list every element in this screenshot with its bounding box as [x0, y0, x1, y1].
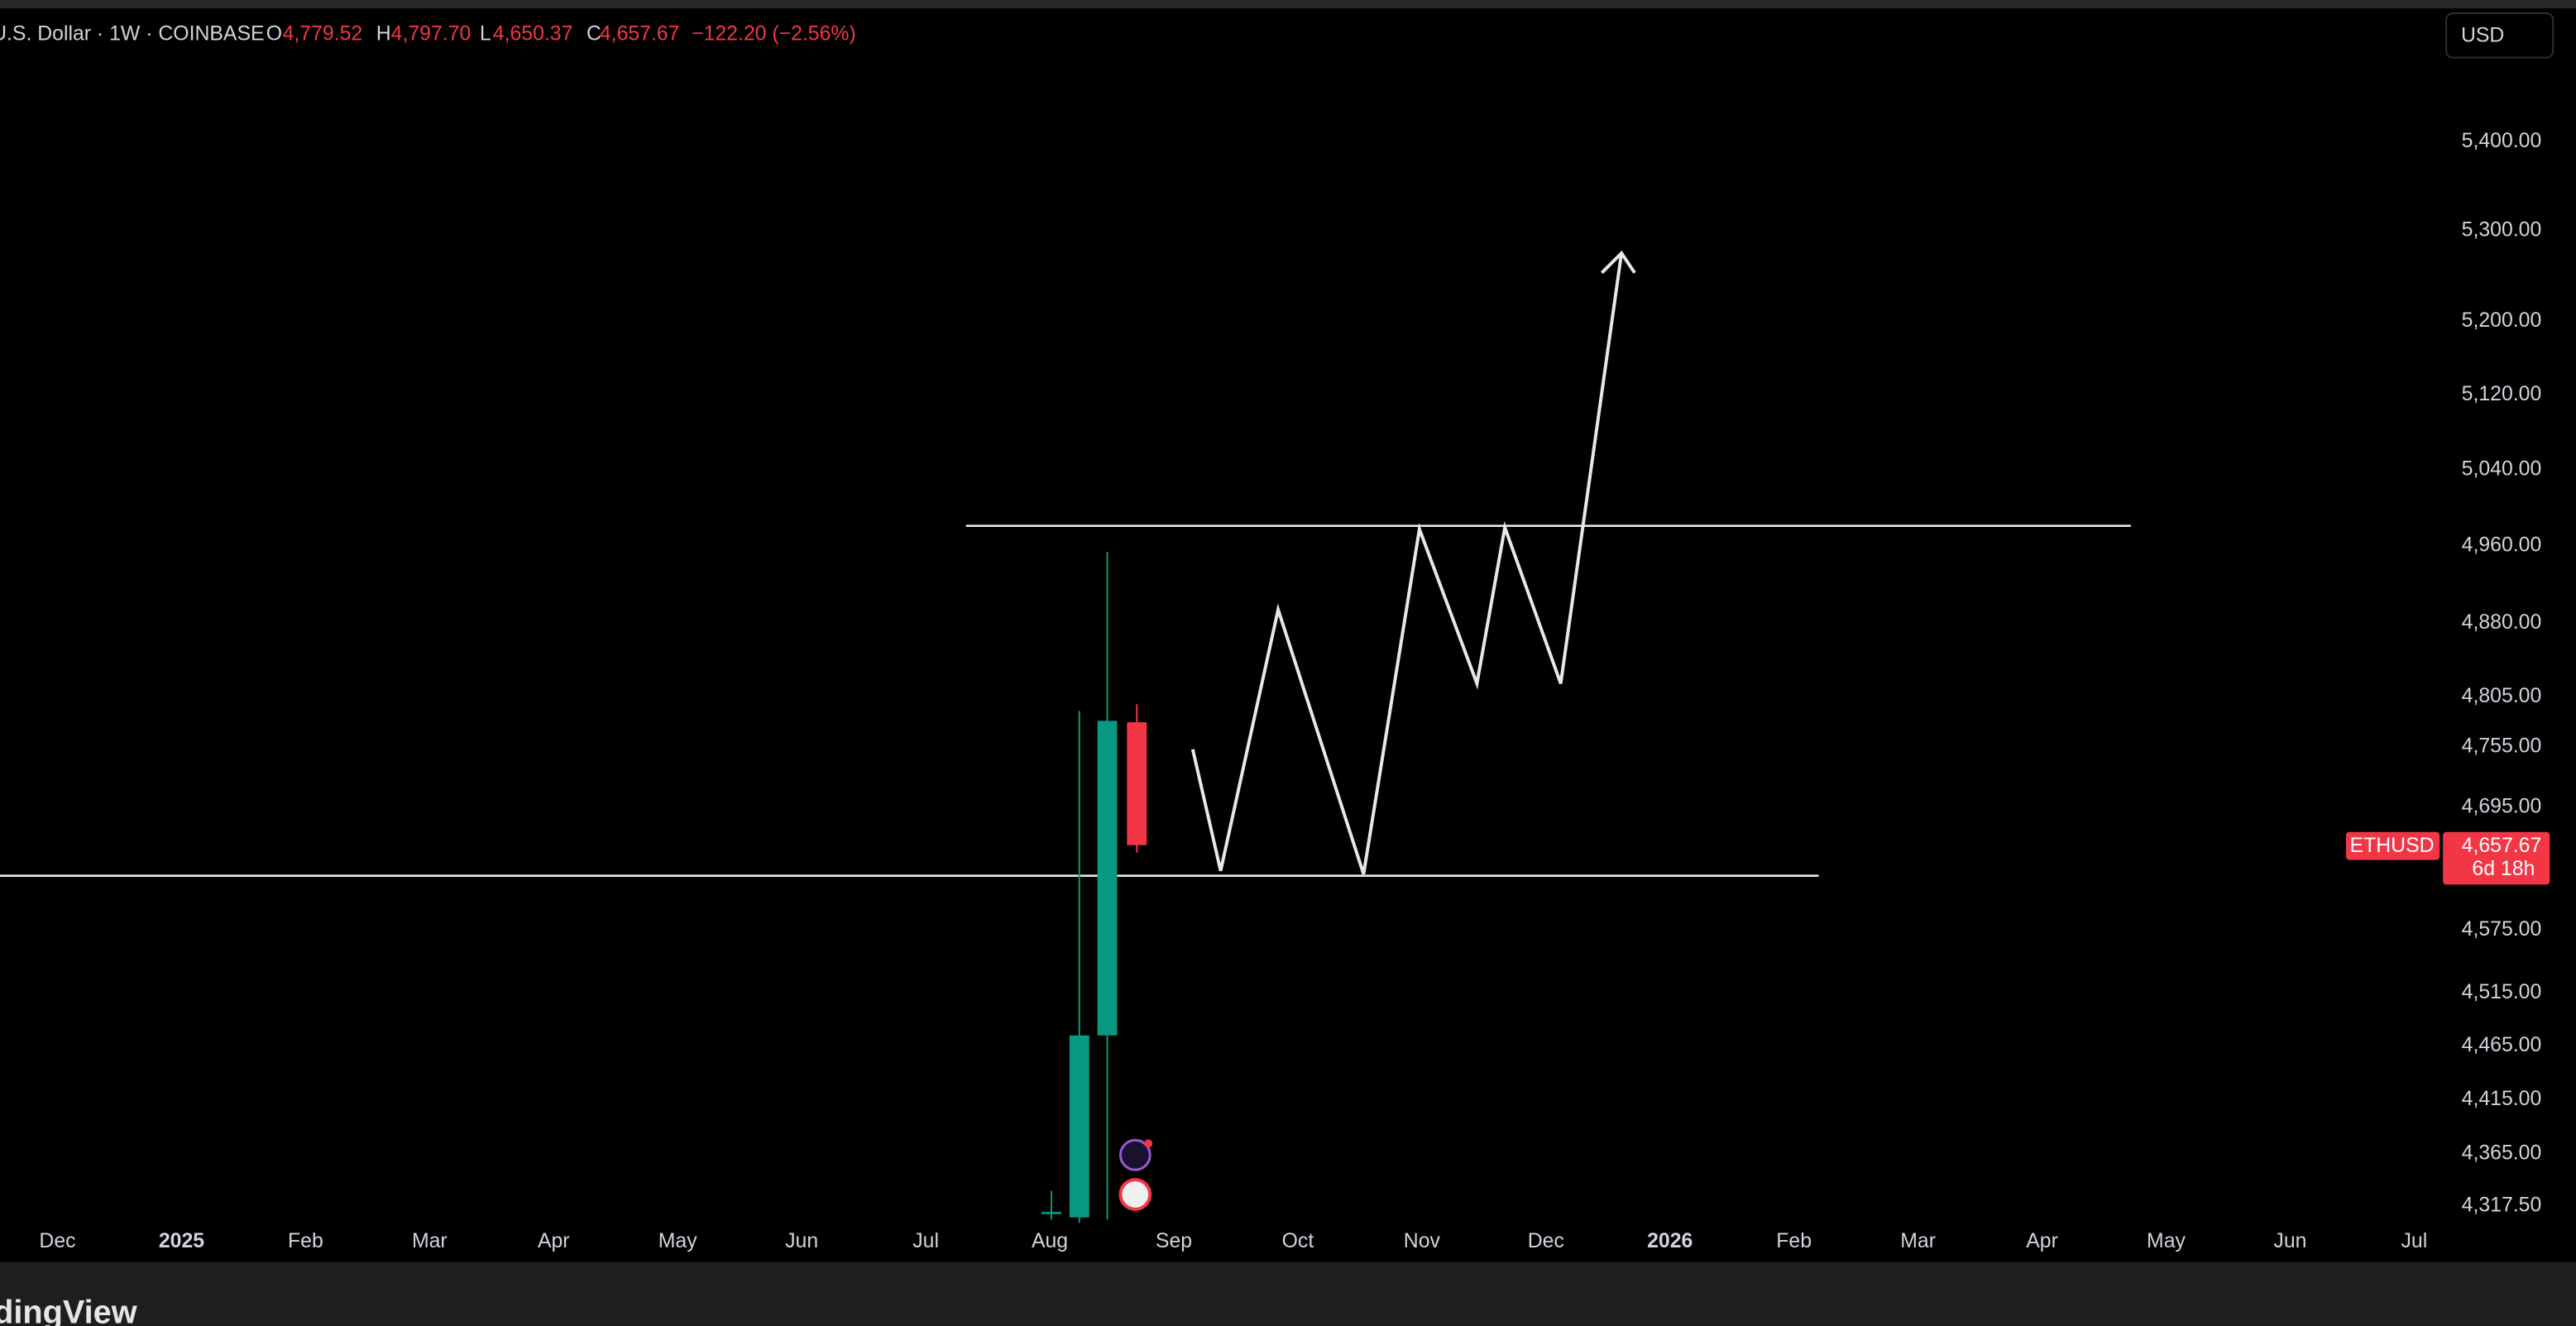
y-tick-label: 4,317.50: [2462, 1194, 2542, 1216]
x-tick-label: Jun: [2273, 1230, 2306, 1252]
projection-path: [1190, 252, 1624, 875]
x-tick-label: Apr: [2026, 1230, 2058, 1252]
price-tag-bg: [2443, 831, 2550, 885]
y-tick-label: 4,365.00: [2462, 1142, 2542, 1164]
candle-body: [1127, 722, 1147, 845]
x-tick-label: Sep: [1156, 1230, 1192, 1252]
x-tick-label: Dec: [39, 1230, 75, 1252]
x-tick-label: Feb: [288, 1230, 323, 1252]
x-tick-label: Mar: [1900, 1230, 1936, 1252]
y-tick-label: 4,575.00: [2462, 918, 2542, 941]
ohlc-key: H: [376, 22, 391, 45]
footer-bar: [0, 1261, 2576, 1326]
candle-body: [1097, 720, 1118, 1036]
x-tick-label: Jun: [785, 1230, 818, 1252]
x-tick-label: Feb: [1776, 1230, 1812, 1252]
flag-icon: [1118, 1178, 1152, 1211]
x-tick-label: 2025: [159, 1230, 204, 1252]
top-bar: [0, 0, 2576, 9]
branding: dingView: [0, 1294, 137, 1326]
ohlc-value: 4,657.67: [600, 22, 680, 45]
change: −122.20 (−2.56%): [692, 22, 856, 45]
event-icons: [1118, 1138, 1153, 1211]
y-tick-label: 5,040.00: [2462, 458, 2542, 481]
ohlc-key: L: [480, 22, 491, 45]
y-tick-label: 4,960.00: [2462, 534, 2542, 557]
ohlc-key: O: [266, 22, 282, 45]
candle-body: [1069, 1035, 1089, 1218]
x-tick-label: Apr: [538, 1230, 570, 1252]
y-tick-label: 4,755.00: [2462, 735, 2542, 757]
y-tick-label: 4,695.00: [2462, 795, 2542, 817]
y-tick-label: 4,805.00: [2462, 685, 2542, 707]
event-icon: [1118, 1138, 1152, 1171]
y-tick-label: 5,400.00: [2462, 130, 2542, 152]
button-frame[interactable]: [2445, 12, 2554, 59]
x-tick-label: May: [658, 1230, 697, 1252]
currency-button[interactable]: USD: [2445, 12, 2554, 59]
x-tick-label: Jul: [2401, 1230, 2428, 1252]
y-tick-label: 5,200.00: [2462, 309, 2542, 332]
y-tick-label: 4,515.00: [2462, 981, 2542, 1003]
price-tag-symbol-bg: [2345, 831, 2440, 860]
ohlc-value: 4,797.70: [391, 22, 472, 45]
header: U.S. Dollar · 1W · COINBASE O 4,779.52 H…: [0, 22, 856, 45]
x-tick-label: May: [2147, 1230, 2186, 1252]
y-tick-label: 4,415.00: [2462, 1088, 2542, 1110]
candle-body: [1041, 1212, 1061, 1214]
x-tick-label: 2026: [1647, 1230, 1693, 1252]
price-tag-price: 4,657.67: [2462, 835, 2542, 857]
price-tag-countdown: 6d 18h: [2472, 858, 2535, 880]
ohlc-value: 4,650.37: [493, 22, 573, 45]
x-tick-label: Mar: [412, 1230, 448, 1252]
y-tick-label: 5,300.00: [2462, 219, 2542, 242]
drawings: [0, 250, 2131, 877]
y-tick-label: 4,465.00: [2462, 1034, 2542, 1056]
x-tick-label: Dec: [1528, 1230, 1564, 1252]
x-tick-label: Jul: [912, 1230, 939, 1252]
symbol: U.S. Dollar · 1W · COINBASE: [0, 22, 265, 45]
button-label[interactable]: USD: [2461, 24, 2504, 46]
x-tick-label: Aug: [1032, 1230, 1068, 1252]
event-dot: [1144, 1139, 1153, 1148]
y-tick-label: 5,120.00: [2462, 383, 2542, 405]
price-tag-symbol: ETHUSD: [2350, 835, 2435, 857]
x-tick-label: Nov: [1404, 1230, 1441, 1252]
ohlc-key: C: [587, 22, 601, 45]
ohlc-value: 4,779.52: [283, 22, 363, 45]
y-tick-label: 4,880.00: [2462, 611, 2542, 634]
arrow-head: [1600, 250, 1636, 275]
x-tick-label: Oct: [1282, 1230, 1314, 1252]
